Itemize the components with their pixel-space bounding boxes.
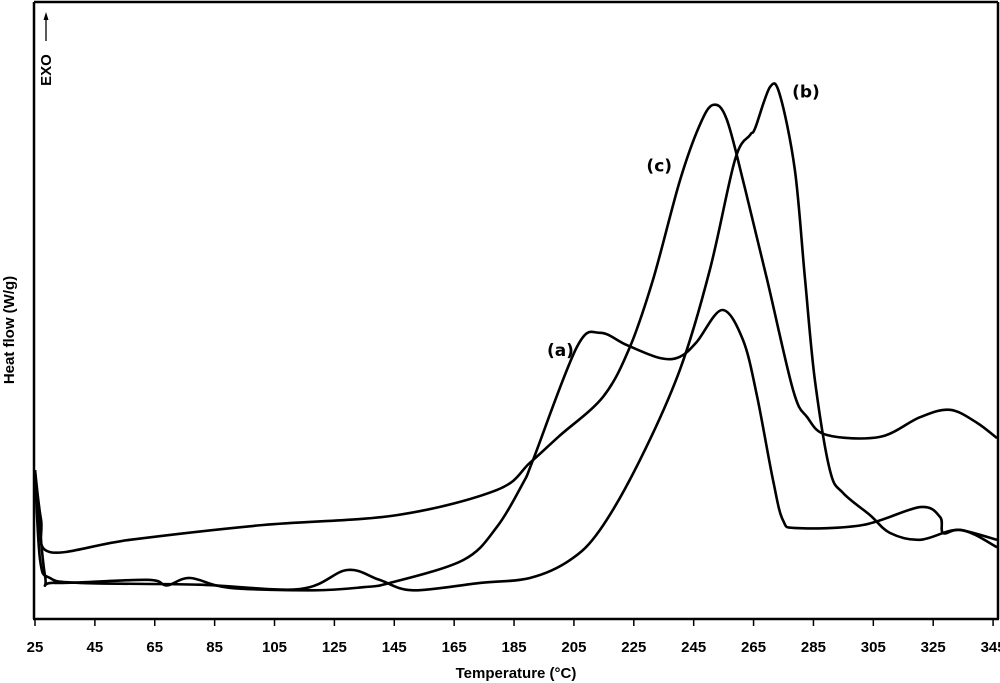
- annotations: (a) (b) (c): [547, 82, 820, 361]
- exo-arrow-icon: [43, 12, 49, 41]
- series-annotation: (b): [792, 82, 820, 102]
- x-tick-label: 165: [442, 639, 467, 656]
- x-tick-label: 345: [981, 639, 1000, 656]
- x-tick-label: 225: [621, 639, 646, 656]
- x-tick-label: 285: [801, 639, 826, 656]
- x-tick-label: 145: [382, 639, 407, 656]
- x-tick-label: 105: [262, 639, 287, 656]
- x-tick-label: 45: [87, 639, 104, 656]
- x-tick-label: 305: [861, 639, 886, 656]
- series-annotation: (a): [547, 341, 574, 361]
- x-tick-label: 185: [502, 639, 527, 656]
- x-tick-label: 245: [681, 639, 706, 656]
- plot-frame: [32, 0, 1000, 621]
- series-annotation: (c): [646, 156, 672, 176]
- x-axis-title: Temperature (°C): [456, 665, 577, 682]
- x-tick-label: 85: [206, 639, 223, 656]
- x-ticks: 25 45 65 85 105 125 145 165 185 205 225 245 265 285 30…: [27, 619, 1000, 656]
- series-line-b: [33, 82, 998, 592]
- series-lines: [33, 82, 998, 592]
- x-tick-label: 325: [921, 639, 946, 656]
- x-tick-label: 265: [741, 639, 766, 656]
- x-tick-label: 205: [561, 639, 586, 656]
- exo-label: EXO: [38, 54, 55, 86]
- x-tick-label: 125: [322, 639, 347, 656]
- series-line-a: [33, 308, 998, 592]
- series-line-c: [33, 103, 998, 555]
- x-tick-label: 65: [146, 639, 163, 656]
- y-axis-title: Heat flow (W/g): [1, 276, 18, 384]
- x-tick-label: 25: [27, 639, 44, 656]
